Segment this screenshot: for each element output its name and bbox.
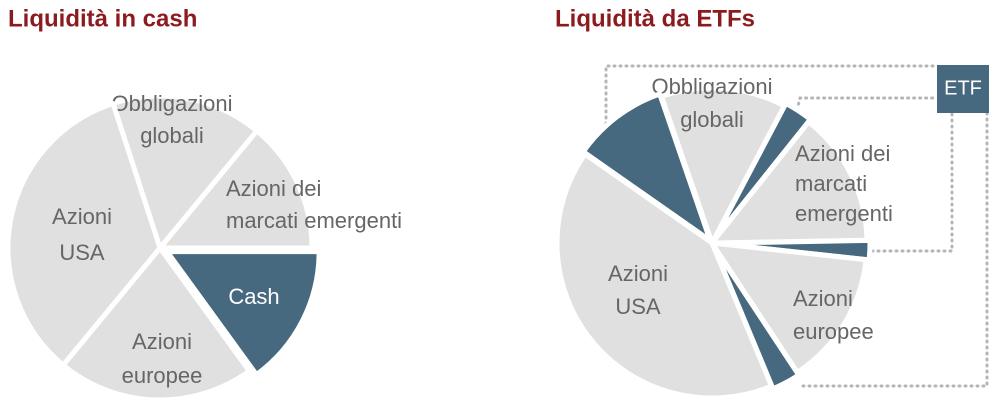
pie-slice xyxy=(709,119,870,246)
slice-label: Obbligazioni xyxy=(111,91,232,116)
slice-label: marcati xyxy=(795,171,867,196)
pie-slice xyxy=(164,249,322,378)
pie-slice xyxy=(709,240,869,375)
pie-slice xyxy=(554,151,775,401)
pie-slice xyxy=(711,100,813,243)
pie-slice xyxy=(157,128,315,251)
chart-title: Liquidità in cash xyxy=(8,5,197,32)
slice-label: emergenti xyxy=(795,201,893,226)
pie-slice xyxy=(580,91,713,244)
slice-label: USA xyxy=(615,294,661,319)
pie-slice xyxy=(5,100,163,368)
slice-label: USA xyxy=(59,240,105,265)
slice-label: globali xyxy=(680,107,744,132)
slice-label: europee xyxy=(122,363,203,388)
etf-box xyxy=(937,65,989,113)
chart-title: Liquidità da ETFs xyxy=(555,5,755,32)
slice-label: Azioni xyxy=(608,261,668,286)
pie-slice xyxy=(659,85,787,246)
etf-label: ETF xyxy=(944,77,982,99)
slice-label: europee xyxy=(793,319,874,344)
pie-slice xyxy=(60,245,252,403)
slice-label: Azioni dei xyxy=(226,176,321,201)
slice-label: marcati emergenti xyxy=(226,208,402,233)
slice-label: Azioni xyxy=(132,329,192,354)
slice-label: Obbligazioni xyxy=(651,74,772,99)
slice-label: Cash xyxy=(228,284,279,309)
slice-label: Azioni dei xyxy=(795,141,890,166)
pie-slice xyxy=(710,243,802,392)
slice-label: Azioni xyxy=(52,204,112,229)
slice-label: Azioni xyxy=(793,286,853,311)
slice-label: globali xyxy=(140,123,204,148)
etf-connectors xyxy=(604,64,989,388)
